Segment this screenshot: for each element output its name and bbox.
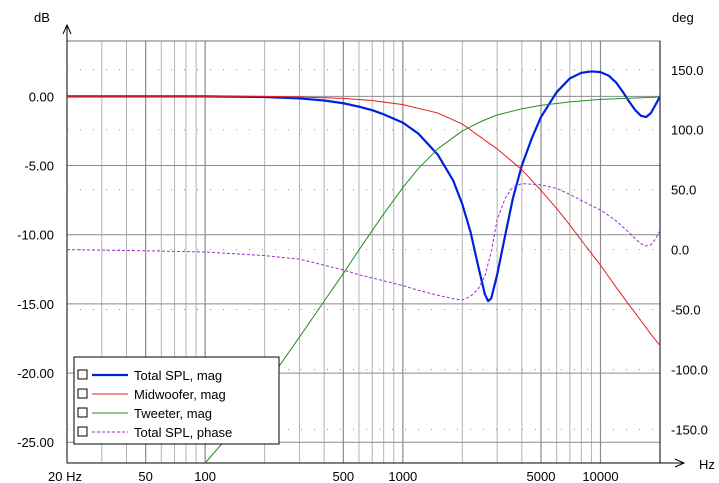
y-left-tick-label: -5.00 — [24, 159, 54, 174]
x-tick-label: 20 Hz — [48, 469, 82, 483]
series-line-1 — [67, 70, 661, 303]
legend-checkbox — [77, 369, 88, 380]
y-right-tick-label: -50.0 — [671, 303, 701, 318]
x-tick-label: 5000 — [527, 469, 556, 483]
series-line-2 — [67, 95, 661, 346]
y-left-tick-label: -20.00 — [17, 366, 54, 381]
y-left-tick-label: -25.00 — [17, 435, 54, 450]
y-right-tick-label: -100.0 — [671, 362, 708, 377]
y-left-tick-label: -15.00 — [17, 297, 54, 312]
x-unit-label: Hz — [699, 457, 715, 472]
y-right-tick-label: 150.0 — [671, 63, 704, 78]
legend-label: Total SPL, phase — [134, 425, 232, 440]
x-tick-label: 10000 — [582, 469, 618, 483]
series-line-3 — [204, 96, 661, 464]
y-right-tick-label: 100.0 — [671, 123, 704, 138]
legend: Total SPL, mag Midwoofer, mag Tweeter, mag… — [73, 356, 280, 445]
legend-label: Total SPL, mag — [134, 368, 222, 383]
x-axis-arrow — [674, 458, 686, 468]
axes — [62, 23, 686, 468]
x-tick-label: 1000 — [388, 469, 417, 483]
series-layer — [66, 70, 661, 464]
y-right-tick-label: 50.0 — [671, 183, 696, 198]
legend-checkbox — [77, 407, 88, 418]
grid — [66, 41, 661, 463]
series-line-4 — [66, 183, 661, 301]
y-left-unit-label: dB — [34, 10, 50, 25]
legend-label: Midwoofer, mag — [134, 387, 226, 402]
legend-checkbox — [77, 426, 88, 437]
x-tick-label: 100 — [194, 469, 216, 483]
y-right-unit-label: deg — [672, 10, 694, 25]
y-left-tick-label: 0.00 — [29, 89, 54, 104]
y-right-tick-label: 0.0 — [671, 243, 689, 258]
legend-checkbox — [77, 388, 88, 399]
y-left-tick-label: -10.00 — [17, 228, 54, 243]
y-axis-arrow — [62, 23, 72, 35]
y-right-tick-label: -150.0 — [671, 422, 708, 437]
x-tick-label: 50 — [138, 469, 152, 483]
legend-label: Tweeter, mag — [134, 406, 212, 421]
x-tick-label: 500 — [332, 469, 354, 483]
legend-box — [73, 356, 280, 445]
tick-labels: 20 Hz 50 100 500 1000 5000 10000 0.00 -5.00 -10.0… — [17, 10, 715, 483]
